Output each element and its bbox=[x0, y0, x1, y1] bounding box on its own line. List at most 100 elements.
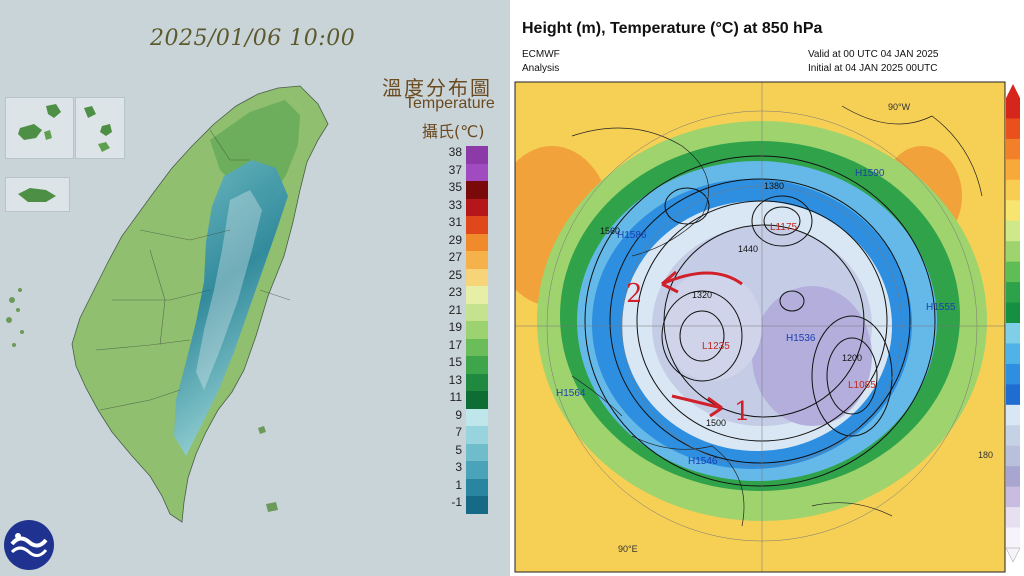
map-title-chinese: 溫度分布圖 bbox=[382, 76, 492, 100]
colorbar-segment bbox=[1006, 404, 1020, 426]
contour-label: 1200 bbox=[842, 353, 862, 363]
legend-label: 21 bbox=[448, 302, 462, 317]
colorbar-segment bbox=[1006, 98, 1020, 119]
legend-swatch bbox=[466, 338, 488, 357]
legend-label: 1 bbox=[455, 477, 462, 492]
legend-swatch bbox=[466, 303, 488, 322]
colorbar-segment bbox=[1006, 261, 1020, 283]
legend-swatch bbox=[466, 146, 488, 164]
high-label: H1555 bbox=[926, 302, 956, 313]
colorbar-segment bbox=[1006, 118, 1020, 140]
colorbar-segment bbox=[1006, 179, 1020, 201]
cwa-logo-icon bbox=[4, 520, 54, 570]
contour-label: 1560 bbox=[600, 226, 620, 236]
legend-swatch bbox=[466, 356, 488, 374]
arrow-1-head bbox=[707, 396, 723, 418]
inset-kinmen bbox=[5, 97, 74, 159]
legend-label: 37 bbox=[448, 162, 462, 177]
colorbar-segment bbox=[1006, 425, 1020, 447]
valid-time-label: Valid at 00 UTC 04 JAN 2025 bbox=[808, 49, 939, 60]
contour-label: 1320 bbox=[692, 290, 712, 300]
inset-island bbox=[5, 177, 70, 212]
arrow-2-curve bbox=[661, 271, 743, 286]
colorbar-segment bbox=[1006, 138, 1020, 160]
colorbar-top-arrow bbox=[1006, 84, 1020, 98]
taiwan-island-map bbox=[6, 85, 329, 523]
legend-swatch bbox=[466, 286, 488, 304]
legend-swatch bbox=[466, 443, 488, 462]
colorbar-segment bbox=[1006, 466, 1020, 488]
map-timestamp: 2025/01/06 10:00 bbox=[150, 26, 356, 51]
ecmwf-850hpa-panel: Height (m), Temperature (°C) at 850 hPa … bbox=[512, 0, 1024, 576]
low-label: L1235 bbox=[702, 341, 730, 352]
inset-matsu bbox=[75, 97, 125, 159]
low-label: L1085 bbox=[848, 380, 876, 391]
legend-swatch bbox=[466, 163, 488, 182]
longitude-label: 90°W bbox=[888, 102, 911, 112]
product-label: Analysis bbox=[522, 63, 560, 74]
legend-swatch bbox=[466, 198, 488, 217]
colorbar-segment bbox=[1006, 363, 1020, 385]
county-boundaries bbox=[95, 129, 291, 411]
colorbar-segment bbox=[1006, 241, 1020, 263]
ridge-highlight bbox=[196, 190, 262, 390]
central-mountain-range bbox=[174, 160, 288, 456]
initial-time-label: Initial at 04 JAN 2025 00UTC bbox=[808, 63, 938, 74]
legend-swatch bbox=[466, 426, 488, 444]
legend-label: 29 bbox=[448, 232, 462, 247]
colorbar-segment bbox=[1006, 445, 1020, 467]
inset-matsu-shape bbox=[84, 106, 112, 152]
colorbar-segment bbox=[1006, 507, 1020, 529]
colorbar-segment bbox=[1006, 384, 1020, 406]
low-label: L1175 bbox=[770, 222, 798, 233]
legend-label: 9 bbox=[455, 407, 462, 422]
temperature-colorbar bbox=[1005, 84, 1021, 563]
legend-label: 27 bbox=[448, 250, 462, 264]
cold-core-east bbox=[752, 286, 872, 426]
colorbar-segment bbox=[1006, 200, 1020, 222]
source-label: ECMWF bbox=[522, 49, 560, 60]
legend-label: 25 bbox=[448, 267, 462, 282]
legend-label: 33 bbox=[448, 197, 462, 212]
map-title-english: Temperature bbox=[405, 95, 495, 112]
contour-label: 1500 bbox=[706, 418, 726, 428]
colorbar-segment bbox=[1006, 159, 1020, 181]
map-frame bbox=[514, 81, 1006, 573]
legend-label: 23 bbox=[448, 285, 462, 299]
coastlines bbox=[571, 105, 983, 527]
legend-swatch bbox=[466, 496, 488, 514]
legend-label: 38 bbox=[448, 145, 462, 159]
contour-label: 1380 bbox=[764, 181, 784, 191]
colorbar-segment bbox=[1006, 302, 1020, 324]
legend-swatch bbox=[466, 408, 488, 427]
colorbar-bottom-arrow bbox=[1005, 547, 1021, 563]
legend-label: 31 bbox=[448, 215, 462, 229]
colorbar-segment bbox=[1006, 486, 1020, 508]
colorbar-segment bbox=[1006, 343, 1020, 365]
high-label: H1564 bbox=[556, 388, 586, 399]
high-label: H1546 bbox=[688, 456, 718, 467]
legend-swatch bbox=[466, 461, 488, 479]
pressure-system-labels: H1590 H1555 H1586 H1564 H1546 H1536 L117… bbox=[556, 168, 956, 467]
annotation-2: 2 bbox=[626, 279, 643, 309]
legend-swatch bbox=[466, 268, 488, 287]
high-label: H1590 bbox=[855, 168, 885, 179]
legend-swatch bbox=[466, 216, 488, 234]
legend-swatch bbox=[466, 251, 488, 269]
legend-label: -1 bbox=[451, 495, 462, 509]
orchid-island bbox=[266, 502, 278, 512]
longitude-labels: 90°W 90°E 180 bbox=[618, 102, 993, 554]
legend-swatch bbox=[466, 391, 488, 409]
map-unit-label: 攝氏(℃) bbox=[422, 122, 485, 141]
arrow-1-shaft bbox=[671, 394, 723, 410]
contour-label: 1440 bbox=[738, 244, 758, 254]
weather-map-title: Height (m), Temperature (°C) at 850 hPa bbox=[522, 20, 823, 37]
colorbar-segment bbox=[1006, 527, 1020, 549]
annotation-arrows bbox=[661, 270, 743, 418]
legend-swatch bbox=[466, 373, 488, 392]
contour-value-labels: 1380 1440 1500 1560 1320 1200 bbox=[600, 181, 862, 428]
legend-label: 19 bbox=[448, 320, 462, 334]
penghu-islands bbox=[6, 288, 24, 347]
colorbar-segment bbox=[1006, 220, 1020, 242]
legend-label: 7 bbox=[455, 425, 462, 439]
